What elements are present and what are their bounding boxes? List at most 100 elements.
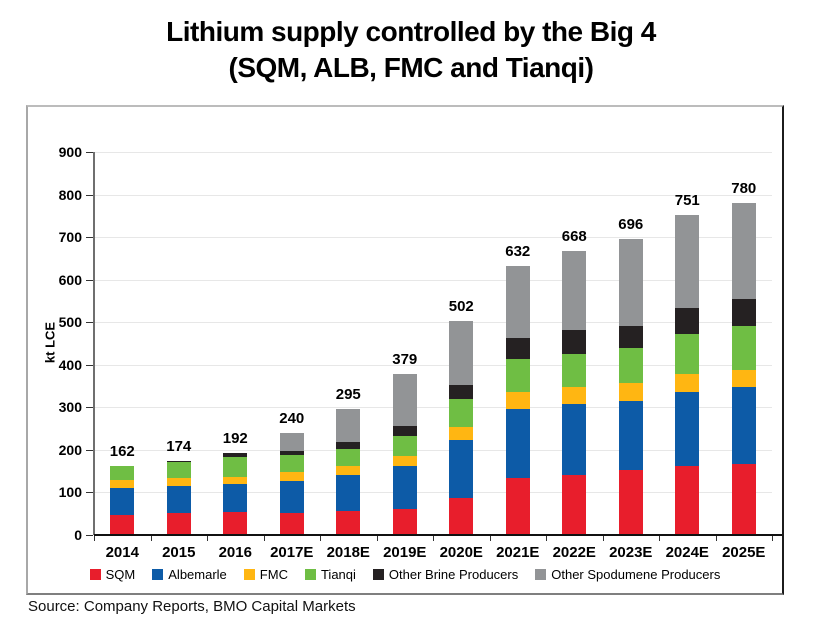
legend-label: Albemarle bbox=[168, 567, 227, 582]
y-tick-label: 800 bbox=[58, 186, 82, 203]
source-note: Source: Company Reports, BMO Capital Mar… bbox=[28, 598, 356, 615]
bar-segment bbox=[449, 321, 474, 385]
gridline bbox=[94, 152, 772, 153]
x-tick-label: 2023E bbox=[609, 544, 653, 561]
bar-segment bbox=[279, 455, 304, 472]
y-tick-label: 500 bbox=[58, 314, 82, 331]
y-axis-tick bbox=[86, 237, 93, 239]
y-axis-tick bbox=[86, 492, 93, 494]
bar-segment bbox=[731, 326, 756, 370]
y-tick-label: 600 bbox=[58, 271, 82, 288]
bar-segment bbox=[166, 486, 191, 514]
bar-segment bbox=[618, 401, 643, 471]
bar-segment bbox=[562, 353, 587, 388]
bar-total-label: 379 bbox=[392, 350, 418, 368]
x-axis-tick bbox=[263, 536, 265, 541]
bar-segment bbox=[336, 510, 361, 535]
bar-segment bbox=[223, 453, 248, 457]
gridline bbox=[94, 407, 772, 409]
bar-segment bbox=[223, 456, 248, 477]
bar-segment bbox=[505, 266, 530, 338]
bar-segment bbox=[675, 307, 700, 335]
bar-segment bbox=[449, 440, 474, 498]
chart-frame: kt LCE 0 100 200 300 400 500 600 700 800 900 162 20… bbox=[26, 105, 784, 595]
bar-total-label: 295 bbox=[335, 386, 361, 404]
bar-segment bbox=[675, 334, 700, 374]
bar-segment bbox=[731, 203, 756, 300]
bar-segment bbox=[449, 427, 474, 441]
x-tick-label: 2024E bbox=[665, 544, 709, 561]
x-tick-label: 2016 bbox=[218, 544, 252, 561]
y-tick-label: 400 bbox=[58, 356, 82, 373]
gridline bbox=[94, 237, 772, 239]
bar-segment bbox=[279, 480, 304, 514]
x-axis-tick bbox=[207, 536, 208, 541]
bar-segment bbox=[110, 480, 135, 489]
x-axis-tick bbox=[150, 536, 152, 541]
bar-segment bbox=[110, 466, 135, 481]
bar-segment bbox=[166, 460, 191, 463]
legend-swatch bbox=[304, 569, 316, 580]
y-axis bbox=[93, 152, 95, 535]
legend-label: Tianqi bbox=[320, 567, 356, 582]
bar-segment bbox=[336, 409, 361, 442]
legend-item: Albemarle bbox=[152, 567, 227, 582]
bar-segment bbox=[392, 509, 417, 535]
legend-swatch bbox=[152, 569, 164, 580]
x-tick-label: 2019E bbox=[383, 544, 427, 561]
bar-segment bbox=[562, 329, 587, 354]
gridline bbox=[94, 279, 772, 281]
bar-total-label: 632 bbox=[505, 243, 531, 261]
legend-swatch bbox=[89, 569, 101, 580]
bar-segment bbox=[166, 477, 191, 487]
bar-total-label: 780 bbox=[731, 180, 757, 198]
x-axis-tick bbox=[489, 536, 491, 541]
bar-segment bbox=[505, 359, 530, 392]
legend-item: Other Spodumene Producers bbox=[535, 567, 720, 582]
chart-title-line2: (SQM, ALB, FMC and Tianqi) bbox=[228, 52, 594, 83]
bar-segment bbox=[505, 337, 530, 360]
x-axis-tick bbox=[320, 536, 321, 541]
bar-segment bbox=[618, 347, 643, 383]
y-axis-tick bbox=[86, 152, 93, 153]
gridline bbox=[94, 364, 772, 366]
gridline bbox=[94, 322, 772, 324]
bar-segment bbox=[562, 474, 587, 535]
legend-label: SQM bbox=[105, 567, 136, 582]
bar-total-label: 668 bbox=[561, 227, 587, 245]
legend-item: Other Brine Producers bbox=[372, 567, 518, 582]
legend-item: SQM bbox=[89, 567, 136, 582]
y-tick-label: 200 bbox=[58, 441, 82, 458]
bar-total-label: 192 bbox=[222, 430, 248, 448]
gridline bbox=[94, 492, 772, 494]
bar-total-label: 502 bbox=[448, 298, 474, 316]
bar-segment bbox=[279, 450, 304, 456]
bar-segment bbox=[449, 398, 474, 428]
bar-segment bbox=[618, 382, 643, 402]
bar-segment bbox=[223, 476, 248, 484]
bar-total-label: 162 bbox=[109, 443, 135, 461]
bar-segment bbox=[223, 512, 248, 535]
bar-total-label: 174 bbox=[166, 437, 192, 455]
bar-segment bbox=[731, 387, 756, 464]
bar-segment bbox=[505, 408, 530, 478]
y-tick-label: 0 bbox=[74, 527, 82, 543]
x-tick-label: 2014 bbox=[105, 544, 139, 561]
bar-segment bbox=[731, 369, 756, 388]
x-tick-label: 2021E bbox=[496, 544, 540, 561]
x-axis-tick bbox=[715, 536, 717, 541]
chart-title: Lithium supply controlled by the Big 4 (… bbox=[0, 14, 822, 86]
bar-segment bbox=[392, 435, 417, 457]
bar-segment bbox=[223, 483, 248, 513]
bar-segment bbox=[336, 448, 361, 467]
bar-segment bbox=[675, 215, 700, 308]
x-axis-tick bbox=[772, 536, 773, 541]
x-axis-tick bbox=[433, 536, 434, 541]
x-tick-label: 2020E bbox=[439, 544, 483, 561]
gridline bbox=[94, 194, 772, 196]
legend: SQM Albemarle FMC Tianqi Other Brine Produce… bbox=[28, 567, 782, 582]
bar-segment bbox=[336, 441, 361, 449]
y-axis-tick bbox=[86, 322, 93, 324]
bar-segment bbox=[675, 373, 700, 392]
